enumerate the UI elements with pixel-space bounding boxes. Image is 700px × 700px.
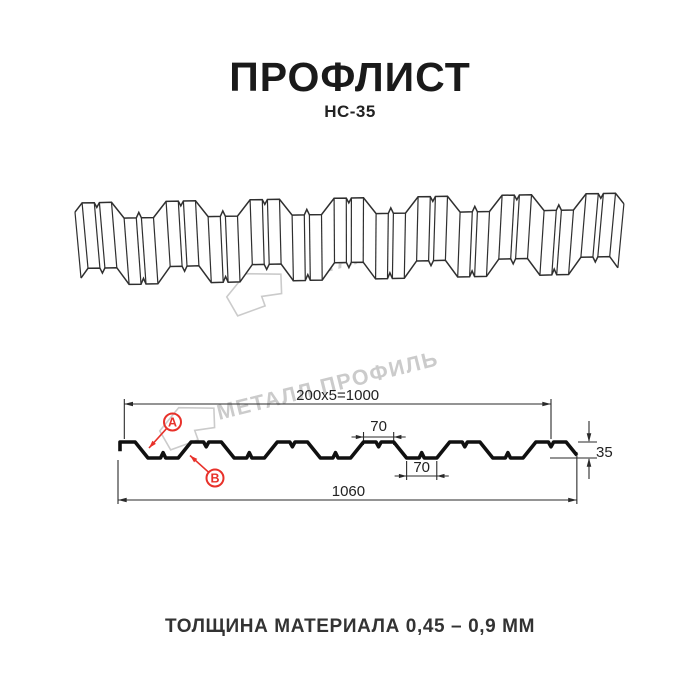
callout-b-label: B <box>210 472 219 486</box>
dimension-lines: 200x5=1000 70 70 1060 35 <box>117 387 613 504</box>
profile-model: НС-35 <box>324 102 376 121</box>
callout-b: B <box>189 454 225 488</box>
callouts: AB <box>148 412 225 488</box>
dim-rib-bottom-label: 70 <box>413 459 430 476</box>
callout-a-label: A <box>168 416 177 430</box>
brand-logo-icon <box>158 406 216 451</box>
dim-overall-label: 1060 <box>332 483 365 500</box>
dim-rib-top-label: 70 <box>370 418 387 435</box>
brand-logo-icon <box>225 272 283 317</box>
dim-height-label: 35 <box>596 444 613 461</box>
watermark-text: МЕТАЛЛ ПРОФИЛЬ <box>214 347 441 425</box>
profile-3d-view <box>74 192 625 286</box>
dim-coverage-label: 200x5=1000 <box>296 387 379 404</box>
page-title: ПРОФЛИСТ <box>229 54 471 100</box>
profile-cross-section <box>118 440 579 460</box>
callout-a: A <box>148 412 182 449</box>
thickness-note: ТОЛЩИНА МАТЕРИАЛА 0,45 – 0,9 ММ <box>164 616 536 637</box>
